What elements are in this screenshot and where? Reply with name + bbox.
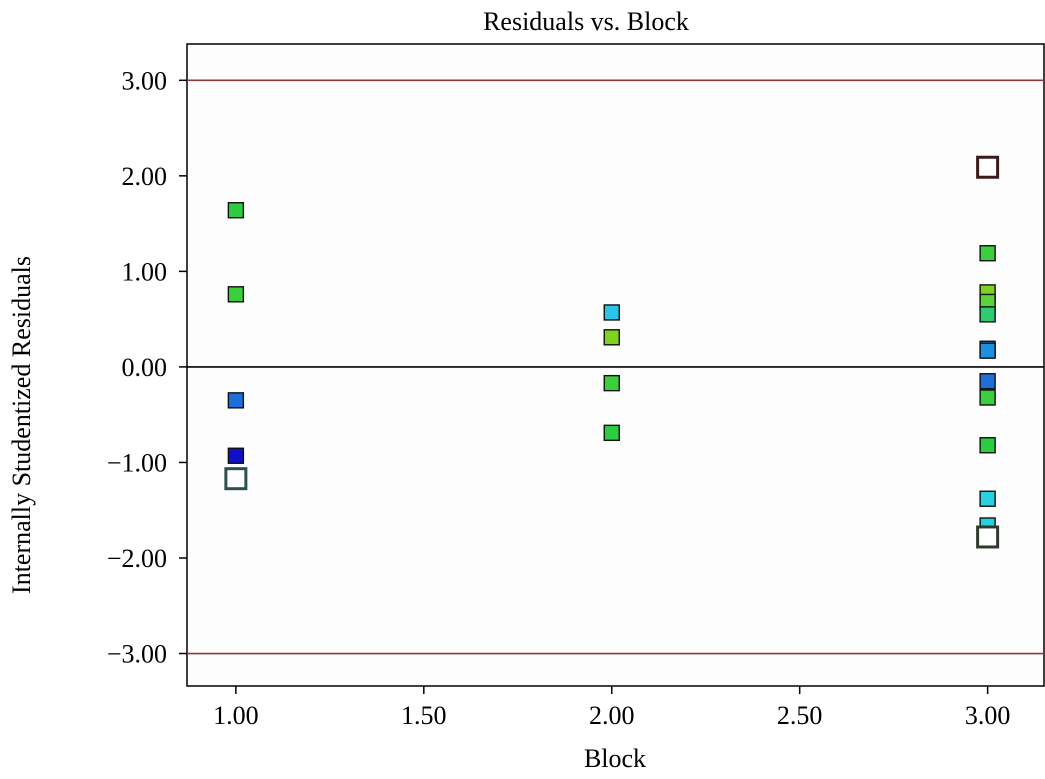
data-point <box>979 490 996 507</box>
data-point <box>979 245 996 262</box>
y-tick-label: 1.00 <box>122 257 168 286</box>
plot-area <box>186 43 1045 687</box>
data-point <box>979 373 996 390</box>
data-point <box>979 389 996 406</box>
data-point <box>227 202 245 219</box>
data-point <box>227 447 245 464</box>
y-tick-label: 3.00 <box>122 66 168 95</box>
y-tick-label: −2.00 <box>107 544 167 573</box>
y-tick-label: −1.00 <box>107 448 167 477</box>
y-tick-label: 0.00 <box>122 353 168 382</box>
x-axis: 1.00 1.50 2.00 2.50 3.00 <box>213 686 1010 730</box>
chart-title: Residuals vs. Block <box>483 7 689 36</box>
data-point <box>603 424 620 442</box>
data-point <box>979 342 996 359</box>
reference-lines <box>187 79 1044 655</box>
data-point <box>603 329 620 346</box>
y-axis-label: Internally Studentized Residuals <box>7 256 36 594</box>
data-point <box>227 286 245 303</box>
x-tick-label: 2.50 <box>777 701 823 730</box>
x-tick-label: 1.00 <box>213 701 259 730</box>
y-axis: 3.00 2.00 1.00 0.00 −1.00 −2.00 −3.00 <box>107 66 187 669</box>
y-tick-label: 2.00 <box>122 162 168 191</box>
data-points <box>224 155 1000 549</box>
data-point <box>227 392 245 409</box>
data-point <box>224 467 248 491</box>
data-point <box>603 374 620 392</box>
data-point <box>979 437 996 454</box>
data-point <box>979 306 996 323</box>
y-tick-label: −3.00 <box>107 640 167 669</box>
data-point <box>603 304 620 321</box>
x-axis-label: Block <box>584 744 646 773</box>
x-tick-label: 3.00 <box>965 701 1011 730</box>
x-tick-label: 2.00 <box>589 701 635 730</box>
data-point <box>976 155 1000 179</box>
x-tick-label: 1.50 <box>401 701 447 730</box>
data-point <box>976 525 1000 549</box>
